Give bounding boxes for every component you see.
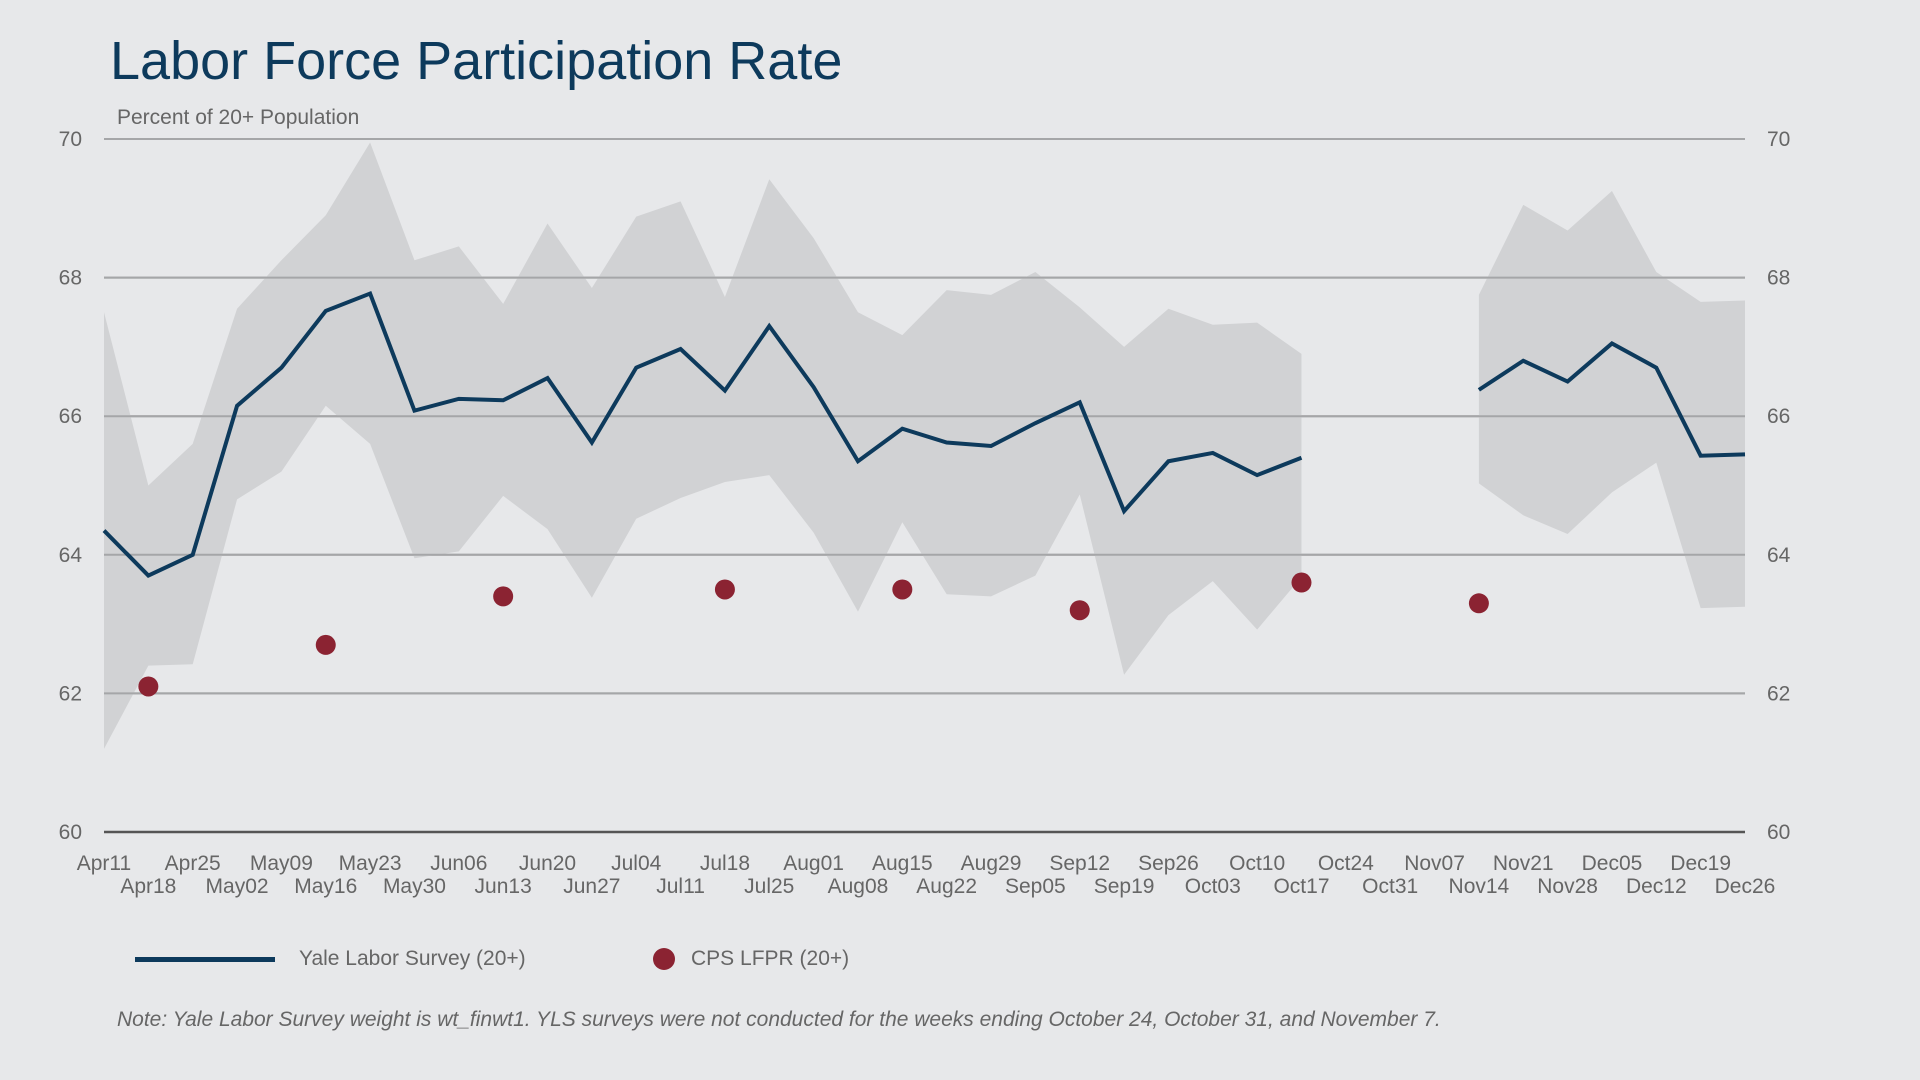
x-tick-May23: May23: [339, 852, 402, 875]
y-axis-right: 60 62 64 66 68 70: [1767, 128, 1791, 844]
x-tick-Oct31: Oct31: [1362, 875, 1418, 898]
y-tick-left-64: 64: [59, 544, 83, 567]
x-tick-May30: May30: [383, 875, 446, 898]
x-tick-Aug29: Aug29: [961, 852, 1022, 875]
x-tick-Jul11: Jul11: [656, 875, 705, 898]
x-tick-Aug22: Aug22: [916, 875, 977, 898]
x-tick-Nov21: Nov21: [1493, 852, 1554, 875]
y-tick-left-68: 68: [59, 267, 82, 290]
x-tick-May16: May16: [294, 875, 357, 898]
x-tick-Apr18: Apr18: [120, 875, 176, 898]
x-tick-Nov14: Nov14: [1449, 875, 1510, 898]
x-tick-Nov07: Nov07: [1404, 852, 1465, 875]
x-tick-Jul04: Jul04: [611, 852, 662, 875]
cps-point-Aug15: [892, 579, 913, 600]
chart-title: Labor Force Participation Rate: [110, 31, 843, 91]
cps-series: [138, 572, 1489, 697]
y-axis-left: 60 62 64 66 68 70: [59, 128, 83, 844]
x-tick-Jun13: Jun13: [475, 875, 532, 898]
legend-item-yls: Yale Labor Survey (20+): [135, 942, 526, 976]
yls-line-segment-1: [1477, 341, 1746, 458]
legend-label-yls: Yale Labor Survey (20+): [299, 947, 526, 970]
x-tick-Sep05: Sep05: [1005, 875, 1066, 898]
x-tick-Jun27: Jun27: [563, 875, 620, 898]
legend-line-swatch: [135, 956, 275, 962]
y-tick-left-62: 62: [59, 682, 82, 705]
y-tick-right-66: 66: [1767, 405, 1790, 428]
legend: Yale Labor Survey (20+) CPS LFPR (20+): [0, 942, 1920, 982]
x-tick-May02: May02: [206, 875, 269, 898]
cps-point-Oct17: [1291, 572, 1312, 593]
x-tick-Oct10: Oct10: [1229, 852, 1285, 875]
yls-line-segment-0: [102, 290, 1303, 579]
x-tick-May09: May09: [250, 852, 313, 875]
x-tick-Dec12: Dec12: [1626, 875, 1687, 898]
x-tick-Sep12: Sep12: [1049, 852, 1110, 875]
x-tick-Apr25: Apr25: [165, 852, 221, 875]
cps-point-Jul18: [714, 579, 735, 600]
y-tick-right-64: 64: [1767, 544, 1791, 567]
cps-point-May16: [315, 634, 336, 655]
cps-point-Jun13: [493, 586, 514, 607]
line-chart: 60 62 64 66 68 70 60 62 64 66 68 70 Apr11Apr18Apr2…: [59, 128, 1791, 898]
x-tick-Oct17: Oct17: [1273, 875, 1329, 898]
x-tick-Jul25: Jul25: [744, 875, 794, 898]
x-tick-Apr11: Apr11: [77, 852, 131, 875]
yls-series: [102, 290, 1746, 579]
x-tick-Jul18: Jul18: [700, 852, 750, 875]
x-tick-Jun06: Jun06: [430, 852, 487, 875]
x-axis: Apr11Apr18Apr25May02May09May16May23May30…: [77, 852, 1776, 898]
x-tick-Dec26: Dec26: [1715, 875, 1776, 898]
x-tick-Sep19: Sep19: [1094, 875, 1155, 898]
y-tick-left-70: 70: [59, 128, 82, 151]
legend-item-cps: CPS LFPR (20+): [653, 942, 849, 976]
band-segment-0: [104, 142, 1302, 749]
footnote: Note: Yale Labor Survey weight is wt_fin…: [117, 1008, 1441, 1031]
y-tick-right-68: 68: [1767, 267, 1790, 290]
x-tick-Jun20: Jun20: [519, 852, 576, 875]
x-tick-Oct03: Oct03: [1185, 875, 1241, 898]
confidence-band: [104, 138, 1745, 749]
x-tick-Nov28: Nov28: [1537, 875, 1598, 898]
y-tick-left-66: 66: [59, 405, 82, 428]
x-tick-Sep26: Sep26: [1138, 852, 1199, 875]
legend-dot-swatch: [653, 948, 675, 970]
cps-point-Apr18: [138, 676, 159, 697]
x-tick-Aug08: Aug08: [828, 875, 889, 898]
x-tick-Oct24: Oct24: [1318, 852, 1374, 875]
y-tick-right-60: 60: [1767, 821, 1790, 844]
cps-point-Nov14: [1468, 593, 1489, 614]
band-segment-1: [1478, 190, 1745, 609]
legend-label-cps: CPS LFPR (20+): [691, 947, 850, 970]
x-tick-Dec19: Dec19: [1670, 852, 1731, 875]
y-axis-label: Percent of 20+ Population: [117, 106, 360, 129]
y-tick-left-60: 60: [59, 821, 82, 844]
cps-point-Sep12: [1069, 600, 1090, 621]
y-tick-right-70: 70: [1767, 128, 1790, 151]
x-tick-Aug01: Aug01: [783, 852, 844, 875]
y-tick-right-62: 62: [1767, 682, 1790, 705]
x-tick-Aug15: Aug15: [872, 852, 933, 875]
x-tick-Dec05: Dec05: [1582, 852, 1643, 875]
